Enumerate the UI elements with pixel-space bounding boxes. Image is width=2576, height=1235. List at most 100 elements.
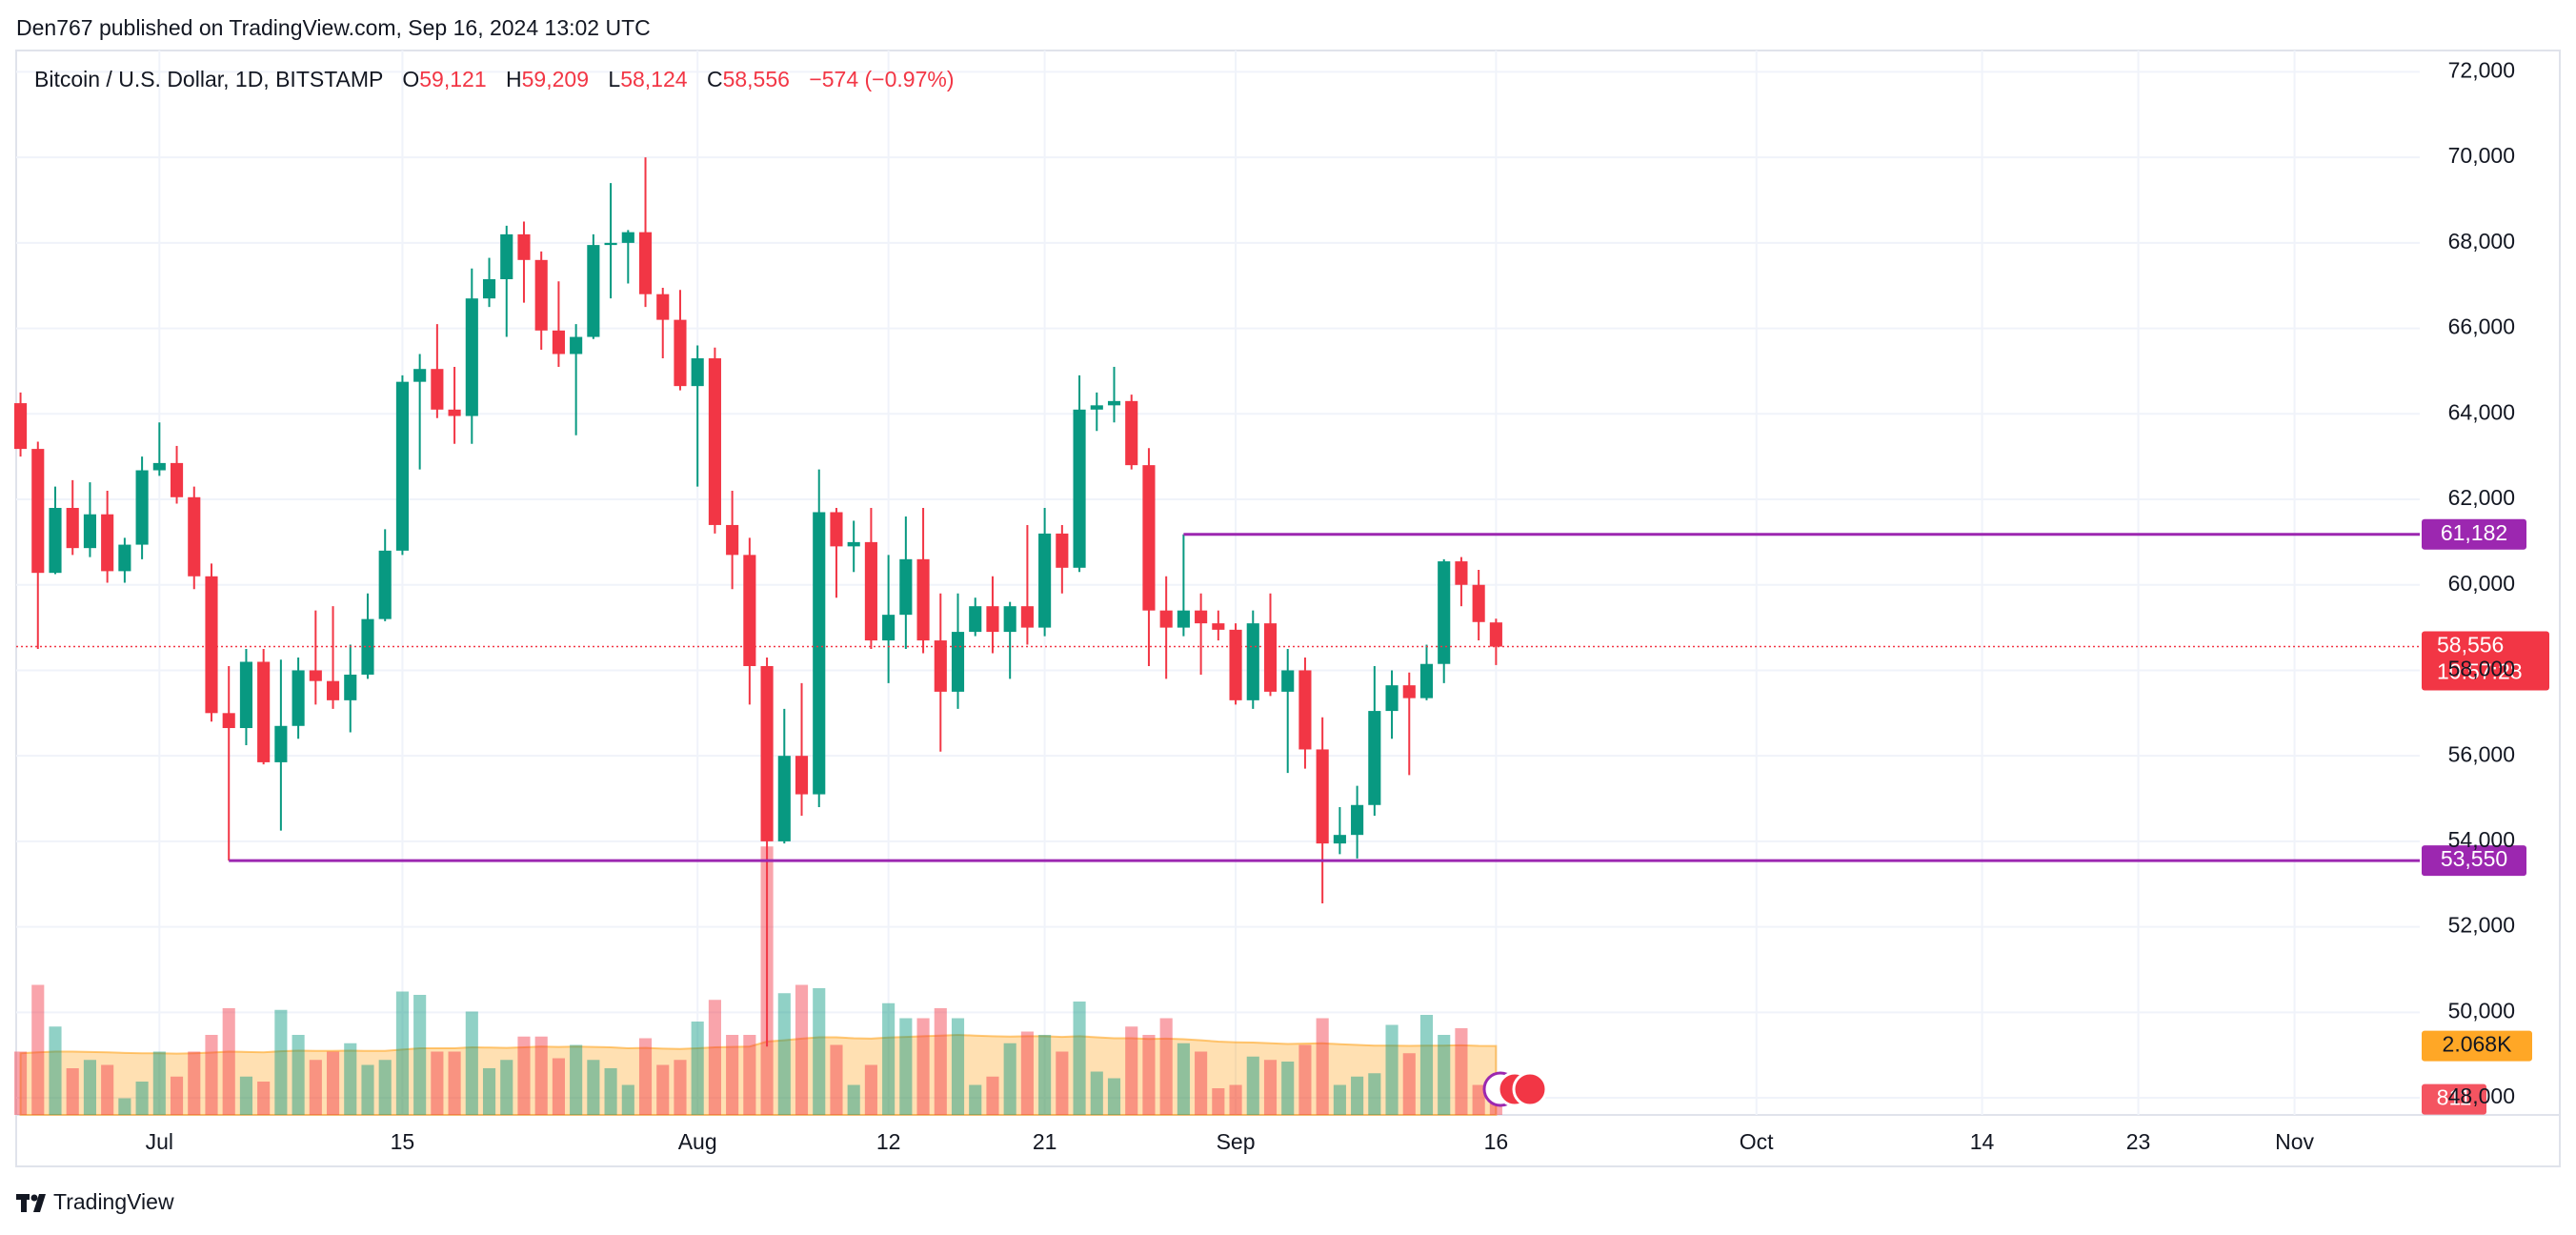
brand-logo: TradingView (16, 1189, 174, 1214)
volume-bar (638, 1038, 653, 1115)
volume-bar (813, 988, 826, 1115)
candle-body (777, 756, 791, 841)
x-tick-label: Jul (146, 1129, 173, 1154)
volume-bar (674, 1060, 687, 1115)
volume-bar (552, 1058, 565, 1115)
volume-bar (1472, 1084, 1485, 1115)
candle-body (951, 632, 965, 692)
candle-body (152, 462, 166, 471)
candle-body (830, 512, 843, 547)
x-tick-label: Oct (1740, 1129, 1774, 1154)
event-icons (1482, 1071, 1548, 1107)
volume-pane (13, 846, 1502, 1116)
candle-body (1107, 400, 1121, 406)
publish-header: Den767 published on TradingView.com, Sep… (16, 15, 651, 40)
candle-body (638, 232, 653, 294)
volume-bar (395, 991, 409, 1115)
legend-value: 58,124 (620, 67, 688, 91)
volume-bar (448, 1051, 461, 1115)
brand-name: TradingView (53, 1189, 174, 1214)
volume-bar (257, 1082, 271, 1115)
candle-body (864, 541, 877, 641)
candle-body (534, 259, 548, 331)
candle-body (413, 369, 427, 382)
legend-value: 59,121 (419, 67, 486, 91)
volume-bar (864, 1064, 877, 1115)
volume-bar (344, 1043, 357, 1115)
volume-bar (482, 1068, 496, 1115)
candle-body (170, 462, 184, 497)
candle-body (1472, 584, 1485, 622)
volume-bar (170, 1076, 184, 1115)
y-tick-label: 64,000 (2448, 399, 2515, 424)
candle-body (899, 558, 913, 616)
candle-body (83, 514, 97, 549)
candle-body (570, 336, 583, 354)
volume-bar (691, 1022, 704, 1115)
candle-body (378, 550, 392, 619)
volume-bar (951, 1018, 965, 1115)
candle-body (1177, 610, 1190, 628)
y-tick-label: 58,000 (2448, 657, 2515, 681)
chart-frame (15, 50, 2561, 1167)
volume-bar (1368, 1073, 1381, 1115)
volume-bar (1090, 1071, 1103, 1115)
candle-body (118, 544, 131, 572)
y-tick-label: 54,000 (2448, 827, 2515, 852)
volume-bar (916, 1018, 930, 1115)
legend-change: −574 (−0.97%) (809, 67, 954, 91)
candle-body (1419, 663, 1434, 698)
y-tick-label: 62,000 (2448, 485, 2515, 510)
candle-body (274, 725, 288, 762)
candle-body (1281, 670, 1295, 692)
volume-bar (656, 1064, 670, 1115)
x-tick-label: 15 (391, 1129, 415, 1154)
candle-body (500, 233, 513, 279)
volume-last-tag: 811 (2437, 1085, 2472, 1110)
volume-bar (743, 1035, 756, 1115)
candle-body (934, 640, 947, 692)
legend-value: 59,209 (522, 67, 589, 91)
candle-body (13, 403, 28, 450)
candle-body (1385, 685, 1399, 712)
candle-body (517, 233, 531, 260)
candle-body (1073, 409, 1086, 568)
volume-bar (1455, 1028, 1468, 1115)
volume-bar (222, 1008, 235, 1115)
volume-bar (726, 1035, 739, 1115)
candle-body (344, 674, 357, 700)
legend-key: C (707, 67, 723, 91)
volume-bar (361, 1064, 374, 1115)
candle-body (361, 618, 374, 675)
candle-body (188, 496, 201, 577)
candle-body (813, 512, 826, 795)
candle-body (795, 756, 809, 795)
volume-bar (621, 1084, 634, 1115)
candle-body (674, 319, 687, 387)
candle-body (969, 606, 982, 633)
event-icon (1512, 1071, 1548, 1107)
candle-body (1159, 610, 1173, 628)
candle-body (101, 514, 114, 572)
legend-symbol: Bitcoin / U.S. Dollar, 1D, BITSTAMP (34, 67, 383, 91)
candle-body (691, 357, 704, 387)
candle-body (743, 555, 756, 666)
x-tick-label: 12 (876, 1129, 901, 1154)
volume-bar (777, 993, 791, 1115)
volume-bar (1246, 1056, 1259, 1115)
candle-body (1438, 561, 1451, 664)
candle-body (135, 470, 149, 545)
candle-body (847, 541, 860, 547)
candle-body (1489, 622, 1502, 647)
candle-body (1333, 835, 1346, 844)
volume-bar (1038, 1035, 1052, 1115)
x-tick-label: Aug (678, 1129, 717, 1154)
candle-body (726, 524, 739, 556)
candle-body (431, 369, 444, 410)
volume-bar (1142, 1035, 1156, 1115)
candle-body (1229, 629, 1242, 700)
y-tick-label: 48,000 (2448, 1083, 2515, 1108)
volume-bar (1003, 1043, 1016, 1115)
volume-bar (587, 1060, 600, 1115)
